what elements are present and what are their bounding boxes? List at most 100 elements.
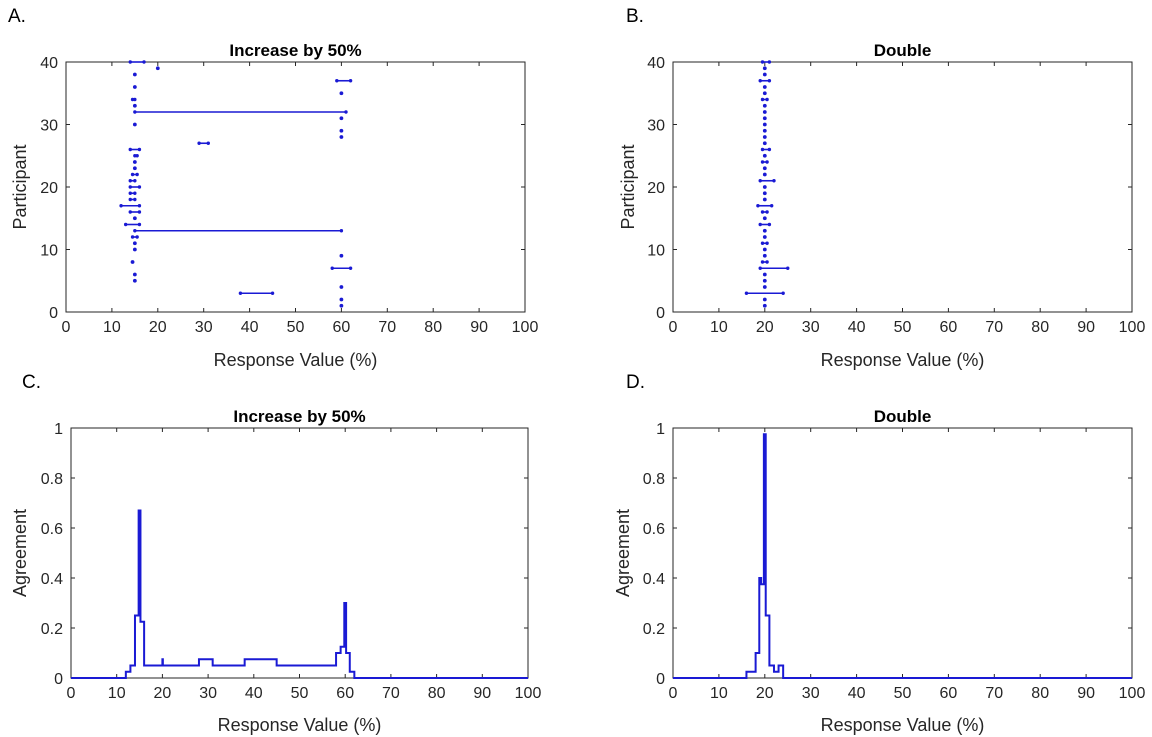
response-point [339,303,344,308]
x-tick-label: 60 [940,319,958,336]
response-point [762,85,767,89]
x-axis-label: Response Value (%) [821,715,985,735]
range-end-point [767,147,772,152]
range-end-point [128,191,132,195]
range-end-point [128,179,132,183]
x-tick-label: 50 [291,685,309,702]
range-end-point [767,79,772,83]
range-end-point [760,241,765,245]
y-tick-label: 30 [40,118,58,135]
response-point [762,228,767,233]
y-tick-label: 10 [40,243,58,260]
chart-panel-b: B. Double 0 10 20 30 40 50 60 70 80 90 100 0 10 20 30 40 R… [618,6,1145,370]
range-end-point [760,147,765,152]
range-end-point [133,191,137,195]
y-tick-label: 0 [656,671,665,688]
range-end-point [135,172,139,177]
response-point [762,253,767,258]
range-end-point [765,241,769,245]
response-point [762,91,767,96]
y-tick-label: 40 [647,55,665,72]
response-point [339,135,344,139]
x-tick-label: 10 [108,685,126,702]
response-point [132,85,137,89]
x-tick-label: 0 [669,685,678,702]
response-point [132,160,137,164]
range-end-point [133,179,137,183]
response-point [339,297,344,302]
response-point [339,285,344,289]
response-point [762,216,767,221]
agreement-line [673,433,1132,679]
y-tick-label: 0 [49,305,58,322]
response-point [762,135,767,139]
response-point [339,253,344,258]
response-point [762,141,767,146]
range-end-point [765,160,769,164]
y-tick-label: 0.2 [41,621,63,638]
response-point [762,303,767,308]
x-tick-label: 10 [710,685,728,702]
response-point [132,247,137,252]
range-end-point [335,79,339,83]
plot-frame [672,427,1133,679]
range-end-point [760,210,765,214]
panel-letter: A. [8,6,26,27]
range-end-point [765,210,769,214]
response-point [132,72,137,77]
x-tick-label: 0 [62,319,71,336]
x-tick-label: 80 [424,319,442,336]
chart-panel-d: D. Double 0 10 20 30 40 50 60 70 80 90 100 0 0.2 0.4 0.6… [613,372,1145,735]
x-tick-label: 10 [710,319,728,336]
response-point [762,122,767,127]
response-point [132,272,137,277]
response-point [762,285,767,289]
response-point [762,153,767,158]
x-tick-label: 70 [378,319,396,336]
range-end-point [758,266,762,270]
y-tick-label: 1 [656,421,665,438]
x-axis-label: Response Value (%) [214,350,378,370]
range-end-point [133,97,137,102]
response-point [762,72,767,77]
range-end-point [760,60,765,64]
x-axis-label: Response Value (%) [218,715,382,735]
x-tick-label: 60 [940,685,958,702]
y-tick-label: 0.4 [41,571,63,588]
y-tick-label: 0 [656,305,665,322]
x-tick-label: 50 [894,685,912,702]
x-tick-label: 80 [1031,685,1049,702]
range-end-point [760,97,765,102]
range-end-point [197,141,201,145]
range-end-point [130,172,135,177]
response-point [762,116,767,121]
response-point [762,191,767,196]
range-end-point [135,235,139,239]
range-end-point [137,222,142,227]
response-point [132,278,137,283]
response-point [762,247,767,252]
x-tick-label: 10 [103,319,121,336]
response-point [762,66,767,71]
y-axis-label: Agreement [10,509,30,597]
x-tick-label: 100 [1119,319,1146,336]
x-tick-label: 30 [199,685,217,702]
chart-panel-a: A. Increase by 50% 0 10 20 30 40 50 60 70 80 90 100 0… [8,6,538,370]
chart-title: Increase by 50% [229,41,361,60]
y-tick-label: 20 [647,180,665,197]
panel-letter: D. [626,372,645,393]
panel-letter: C. [22,372,41,393]
x-tick-label: 50 [894,319,912,336]
range-end-point [128,60,132,64]
x-tick-label: 40 [848,685,866,702]
y-tick-label: 0.8 [41,471,63,488]
response-point [339,91,344,96]
y-tick-label: 20 [40,180,58,197]
response-point [339,116,344,121]
x-tick-label: 20 [149,319,167,336]
x-tick-label: 60 [336,685,354,702]
range-end-point [128,147,132,152]
range-end-point [133,197,137,202]
y-axis-label: Agreement [613,509,633,597]
x-tick-label: 90 [473,685,491,702]
